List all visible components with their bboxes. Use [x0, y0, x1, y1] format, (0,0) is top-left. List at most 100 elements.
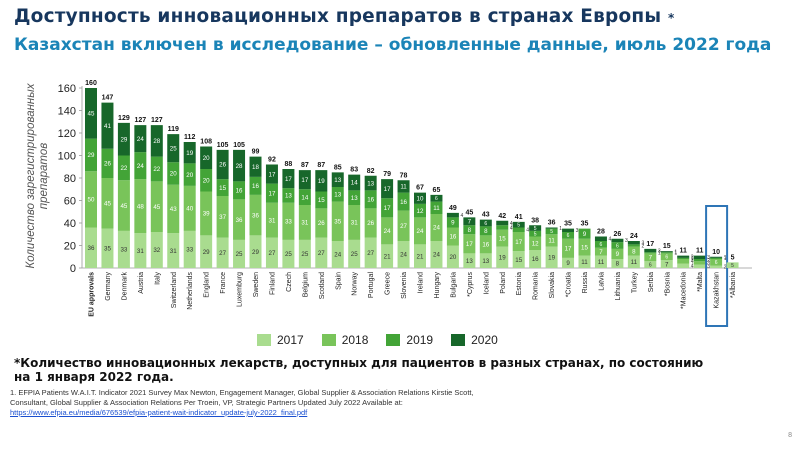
bar-segment-2018: [562, 238, 575, 258]
bar-segment-2017: [167, 233, 180, 268]
category-label: Scotland: [319, 272, 326, 299]
segment-value-label: 3: [707, 255, 710, 261]
segment-value-label: 24: [384, 228, 391, 235]
segment-value-label: 17: [466, 241, 473, 248]
segment-value-label: 15: [515, 257, 522, 264]
segment-value-label: 3: [576, 228, 579, 234]
segment-value-label: 16: [482, 242, 489, 249]
segment-value-label: 3: [625, 238, 628, 244]
segment-value-label: 33: [186, 247, 193, 254]
bar-segment-2017: [660, 260, 673, 268]
segment-value-label: 16: [400, 199, 407, 206]
bar-segment-2020: [265, 164, 278, 184]
legend-item-2019: 2019: [386, 333, 433, 347]
category-label: EU approvals: [89, 272, 96, 317]
bar-segment-2018: [627, 246, 640, 256]
segment-value-label: 20: [449, 254, 456, 261]
y-tick-label: 40: [64, 218, 76, 230]
category-label: Belgium: [302, 272, 309, 297]
segment-value-label: 27: [367, 250, 374, 257]
segment-value-label: 6: [649, 262, 652, 268]
legend-swatch-2019: [386, 334, 401, 346]
segment-value-label: 24: [137, 136, 144, 143]
bar-segment-2017: [298, 239, 311, 268]
bar-segment-2020: [414, 192, 426, 204]
bar-segment-2018: [414, 217, 426, 245]
segment-value-label: 5: [534, 231, 537, 237]
segment-value-label: 17: [301, 177, 308, 184]
category-label: Romania: [533, 272, 540, 300]
segment-value-label: 15: [318, 197, 325, 204]
segment-value-label: 26: [318, 220, 325, 227]
legend-label-2019: 2019: [406, 333, 434, 347]
bar-segment-2020: [200, 146, 213, 169]
segment-value-label: 13: [351, 195, 358, 202]
category-label: Luxemburg: [237, 272, 244, 307]
segment-value-label: 6: [484, 221, 487, 227]
segment-value-label: 1: [724, 255, 727, 261]
segment-value-label: 20: [203, 177, 210, 184]
bar-segment-2019: [331, 187, 344, 202]
category-label: *Malta: [697, 272, 704, 292]
segment-value-label: 17: [269, 190, 276, 197]
bar-segment-2018: [331, 201, 344, 241]
category-label: Iceland: [483, 272, 490, 295]
segment-value-label: 45: [120, 203, 127, 210]
segment-value-label: 36: [252, 212, 259, 219]
segment-value-label: 1: [658, 251, 661, 257]
segment-value-label: 33: [120, 247, 127, 254]
bar-total-label: 38: [531, 217, 539, 224]
category-label: Greece: [385, 272, 392, 295]
bar-segment-2019: [117, 155, 130, 181]
bar-segment-2018: [644, 253, 657, 262]
bar-segment-2019: [150, 156, 163, 182]
bar-segment-2019: [578, 228, 591, 239]
segment-value-label: 2: [641, 243, 644, 249]
bar-segment-2020: [381, 179, 394, 199]
legend-swatch-2017: [257, 334, 271, 346]
segment-value-label: 4: [526, 228, 529, 234]
segment-value-label: 29: [120, 136, 127, 143]
bar-segment-2020: [117, 122, 130, 156]
bar-segment-2019: [545, 228, 558, 235]
segment-value-label: 16: [252, 183, 259, 190]
bar-segment-2019: [233, 181, 246, 200]
bar-segment-2020: [183, 142, 196, 164]
segment-value-label: 17: [384, 205, 391, 212]
bar-total-label: 10: [712, 249, 720, 256]
segment-value-label: 16: [449, 234, 456, 241]
legend-item-2017: 2017: [257, 333, 304, 347]
bar-segment-2018: [463, 234, 476, 254]
segment-value-label: 32: [153, 247, 160, 254]
segment-value-label: 8: [468, 227, 472, 234]
category-label: Lithuania: [615, 272, 622, 301]
bar-segment-2018: [233, 199, 246, 240]
bar-segment-2017: [726, 262, 739, 268]
segment-value-label: 17: [285, 176, 292, 183]
category-label: *Albania: [730, 272, 737, 298]
bar-segment-2018: [348, 205, 361, 240]
category-label: Norway: [352, 272, 359, 296]
bar-segment-2019: [660, 252, 673, 254]
bar-segment-2018: [167, 184, 180, 234]
bar-total-label: 92: [268, 157, 276, 164]
segment-value-label: 4: [510, 221, 513, 227]
y-tick-label: 160: [58, 83, 76, 95]
segment-value-label: 13: [367, 180, 374, 187]
category-label: Portugal: [368, 272, 375, 299]
segment-value-label: 6: [665, 255, 668, 261]
bar-total-label: 99: [252, 149, 260, 156]
segment-value-label: 24: [417, 228, 424, 235]
bar-segment-2019: [167, 162, 180, 185]
bar-total-label: 26: [614, 231, 622, 238]
segment-value-label: 19: [548, 255, 555, 262]
category-label: Hungary: [434, 272, 441, 299]
bar-segment-2018: [660, 253, 673, 261]
segment-value-label: 25: [351, 251, 358, 258]
bar-segment-2020: [249, 156, 262, 177]
segment-value-label: 35: [334, 219, 341, 226]
reference-link[interactable]: https://www.efpia.eu/media/676539/efpia-…: [10, 408, 308, 417]
segment-value-label: 6: [435, 196, 438, 202]
bar-segment-2017: [381, 244, 394, 268]
bar-total-label: 36: [548, 220, 556, 227]
